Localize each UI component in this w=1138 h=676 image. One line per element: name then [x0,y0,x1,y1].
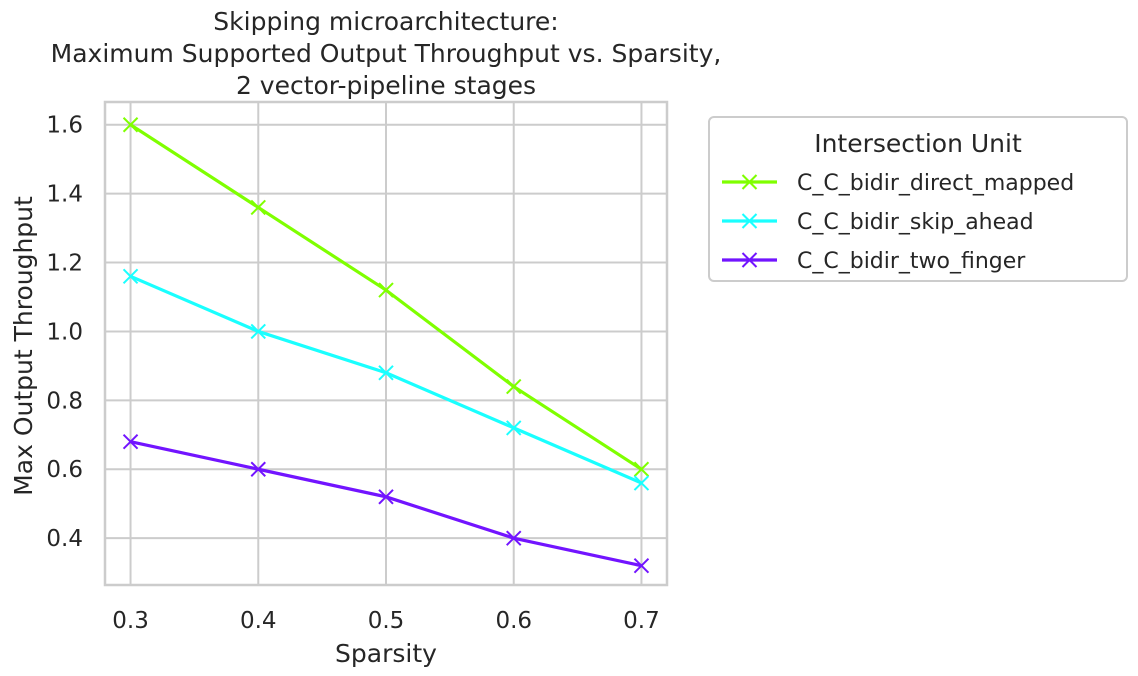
data-point [506,378,522,395]
grid [105,102,667,585]
legend-marker [741,252,758,268]
data-point-marker [250,199,266,216]
data-point [378,365,394,381]
x-tick-label: 0.3 [112,608,149,634]
legend: Intersection Unit C_C_bidir_direct_mappe… [708,116,1128,282]
data-point-marker [633,558,650,574]
series-C_C_bidir_two_finger [122,433,650,574]
y-tick-label: 1.0 [46,319,83,345]
data-point [506,530,522,546]
data-point [250,199,266,216]
y-tick-label: 1.2 [46,251,83,277]
series-layer [122,117,650,574]
data-point-marker [633,461,650,477]
legend-marker [741,174,758,190]
data-point-marker [506,530,522,546]
series-C_C_bidir_skip_ahead [122,268,650,491]
y-tick-labels: 0.4 0.6 0.8 1.0 1.2 1.4 1.6 [46,113,83,552]
legend-entries: C_C_bidir_direct_mapped C_C_bidir_skip_ah… [722,171,1074,274]
data-point [378,282,394,298]
chart-title: Skipping microarchitecture: Maximum Supp… [51,7,722,100]
x-tick-labels: 0.3 0.4 0.5 0.6 0.7 [112,608,659,634]
data-point-marker [633,475,650,491]
data-point-marker [506,420,522,436]
y-tick-label: 1.4 [46,182,83,208]
data-point [250,461,266,477]
data-point-marker [378,489,394,505]
data-point-marker [250,461,266,477]
data-point [633,475,650,491]
legend-entry: C_C_bidir_skip_ahead [722,210,1034,235]
legend-label: C_C_bidir_skip_ahead [797,210,1034,235]
data-point [506,420,522,436]
y-tick-label: 0.4 [46,526,83,552]
legend-marker [741,213,758,229]
legend-frame [708,116,1128,282]
chart-title-line-2: Maximum Supported Output Throughput vs. … [51,39,722,68]
legend-title: Intersection Unit [814,129,1022,158]
data-point [122,268,139,285]
x-tick-label: 0.4 [240,608,277,634]
y-tick-label: 1.6 [46,113,83,139]
data-point [378,489,394,505]
x-axis-label: Sparsity [335,639,437,668]
legend-label: C_C_bidir_direct_mapped [797,171,1074,196]
data-point-marker [506,378,522,395]
y-axis-label: Max Output Throughput [9,196,38,496]
y-tick-label: 0.6 [46,457,83,483]
data-point [122,117,139,133]
chart-title-line-3: 2 vector-pipeline stages [236,71,536,100]
y-tick-label: 0.8 [46,388,83,414]
legend-entry: C_C_bidir_two_finger [722,249,1026,274]
data-point-marker [122,433,139,450]
x-tick-label: 0.6 [495,608,532,634]
data-point-marker [122,268,139,285]
series-C_C_bidir_direct_mapped [122,117,650,477]
plot-frame [103,100,669,587]
x-tick-label: 0.7 [623,608,660,634]
data-point-marker [378,282,394,298]
data-point [250,323,266,340]
legend-entry: C_C_bidir_direct_mapped [722,171,1074,196]
data-point [633,461,650,477]
data-point [122,433,139,450]
data-point-marker [250,323,266,340]
chart-title-line-1: Skipping microarchitecture: [213,7,558,36]
x-tick-label: 0.5 [368,608,405,634]
legend-label: C_C_bidir_two_finger [797,249,1026,274]
data-point-marker [378,365,394,381]
data-point-marker [122,117,139,133]
data-point [633,558,650,574]
